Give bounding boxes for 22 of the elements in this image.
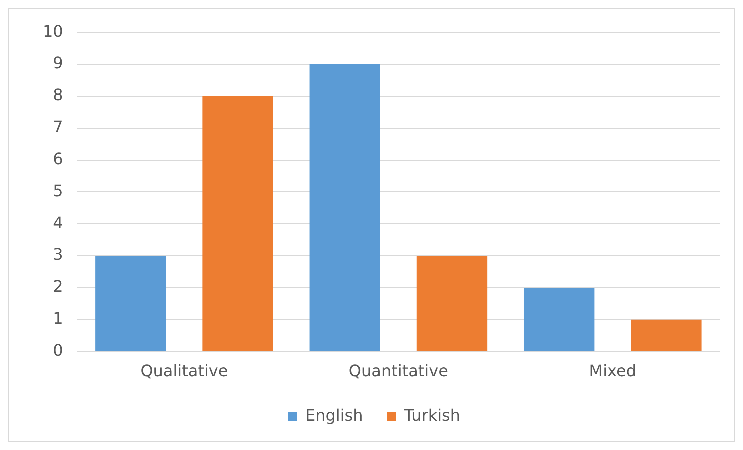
x-tick-label: Quantitative (348, 362, 448, 381)
bar (416, 256, 488, 352)
legend-label: Turkish (403, 406, 461, 426)
y-tick-label: 5 (53, 181, 64, 200)
bar (524, 288, 595, 352)
y-tick-label: 7 (53, 118, 64, 137)
legend-label: English (305, 406, 364, 426)
y-tick-label: 9 (53, 54, 64, 73)
y-tick-label: 4 (53, 213, 64, 232)
bar (202, 96, 274, 352)
y-tick-label: 2 (53, 277, 64, 296)
y-tick-label: 3 (53, 245, 64, 264)
y-tick-label: 10 (43, 22, 64, 41)
bar (96, 256, 166, 352)
y-tick-label: 0 (53, 340, 64, 360)
bar (631, 320, 702, 352)
x-tick-label: Mixed (589, 362, 637, 381)
bar (310, 64, 380, 352)
y-tick-label: 1 (53, 309, 64, 328)
x-tick-label: Qualitative (140, 362, 228, 381)
y-tick-label: 6 (53, 149, 64, 168)
y-tick-label: 8 (53, 86, 64, 105)
